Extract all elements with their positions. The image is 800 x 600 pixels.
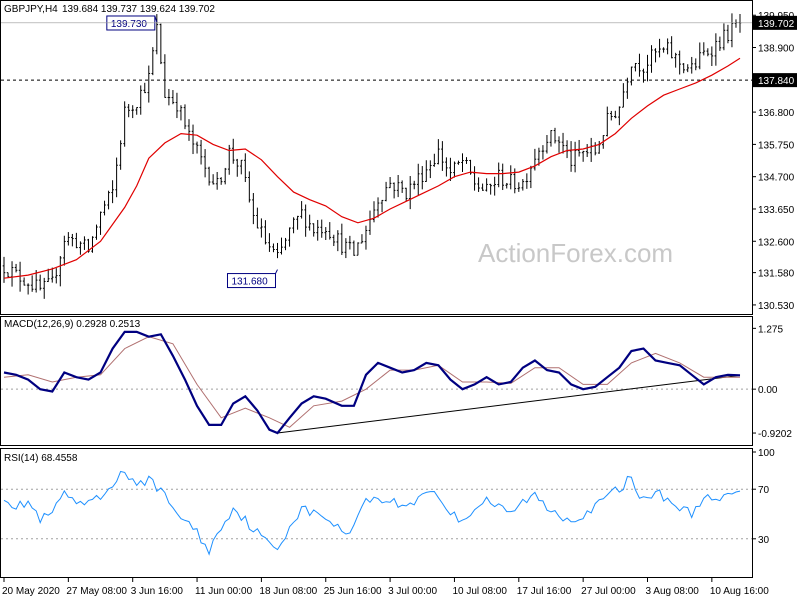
price-panel: GBPJPY,H4 139.684 139.737 139.624 139.70… [0,0,797,315]
time-tick-label: 20 May 2020 [2,586,60,597]
price-y-axis: 139.950138.900137.840136.800135.750134.7… [752,11,795,312]
symbol-label: GBPJPY,H4 [4,4,58,15]
macd-title: MACD(12,26,9) 0.2928 0.2513 [4,319,141,330]
price-panel-frame [0,0,753,315]
rsi-panel-frame [0,448,753,578]
price-tick-label: 135.750 [758,140,795,151]
macd-tick-label: -0.9202 [758,429,792,440]
macd-y-axis: 1.275 0.00 -0.9202 [1,324,792,440]
price-annotations: 139.730 131.680 [106,15,278,289]
price-hline: 137.840 [1,73,797,88]
time-tick-label: 3 Jun 16:00 [131,586,184,597]
sma-line [3,57,741,279]
current-price-bg [753,15,797,30]
time-tick-label: 3 Aug 08:00 [645,586,699,597]
rsi-tick-label: 70 [758,485,770,496]
rsi-line [3,470,741,556]
price-tick-label: 134.700 [758,173,795,184]
price-tick-label: 130.530 [758,301,795,312]
rsi-panel: RSI(14) 68.4558 100 70 30 [0,448,775,578]
support-line-tag [753,73,797,88]
price-annotation-leader [275,269,278,274]
price-tick-label: 133.650 [758,205,795,216]
time-tick-label: 10 Aug 16:00 [710,586,769,597]
rsi-tick-label: 30 [758,535,770,546]
time-tick-label: 10 Jul 08:00 [452,586,507,597]
price-tick-label: 136.800 [758,108,795,119]
time-tick-label: 11 Jun 00:00 [195,586,253,597]
macd-tick-label: 0.00 [758,385,778,396]
watermark: ActionForex.com [478,238,673,268]
time-axis: 20 May 2020 27 May 08:00 3 Jun 16:00 11 Jun… [2,578,769,597]
support-line-value: 137.840 [758,76,795,87]
time-tick-label: 27 Jul 00:00 [581,586,636,597]
current-price-value: 139.702 [758,19,795,30]
current-price-tag: 139.702 [1,15,797,30]
macd-tick-label: 1.275 [758,324,783,335]
price-tick-label: 132.600 [758,237,795,248]
price-annotation-box [226,273,276,289]
time-tick-label: 27 May 08:00 [66,586,127,597]
macd-main-line [3,330,741,435]
candles [2,13,742,299]
time-tick-label: 25 Jun 16:00 [324,586,382,597]
price-annotation-label: 131.680 [231,277,268,288]
macd-panel: MACD(12,26,9) 0.2928 0.2513 1.275 0.00 -0.… [0,316,792,446]
time-tick-label: 3 Jul 00:00 [388,586,437,597]
rsi-tick-label: 100 [758,448,775,459]
time-tick-label: 17 Jul 16:00 [517,586,572,597]
price-annotation-leader [154,15,158,23]
price-tick-label: 138.900 [758,44,795,55]
price-tick-label: 131.580 [758,269,795,280]
price-annotation-label: 139.730 [111,19,148,30]
macd-signal-line [3,336,740,428]
macd-panel-frame [0,316,753,446]
rsi-title: RSI(14) 68.4558 [4,453,78,464]
rsi-y-axis: 100 70 30 [1,448,775,546]
macd-trendline [277,374,741,434]
time-tick-label: 18 Jun 08:00 [259,586,317,597]
ohlc-label: 139.684 139.737 139.624 139.702 [62,4,215,15]
